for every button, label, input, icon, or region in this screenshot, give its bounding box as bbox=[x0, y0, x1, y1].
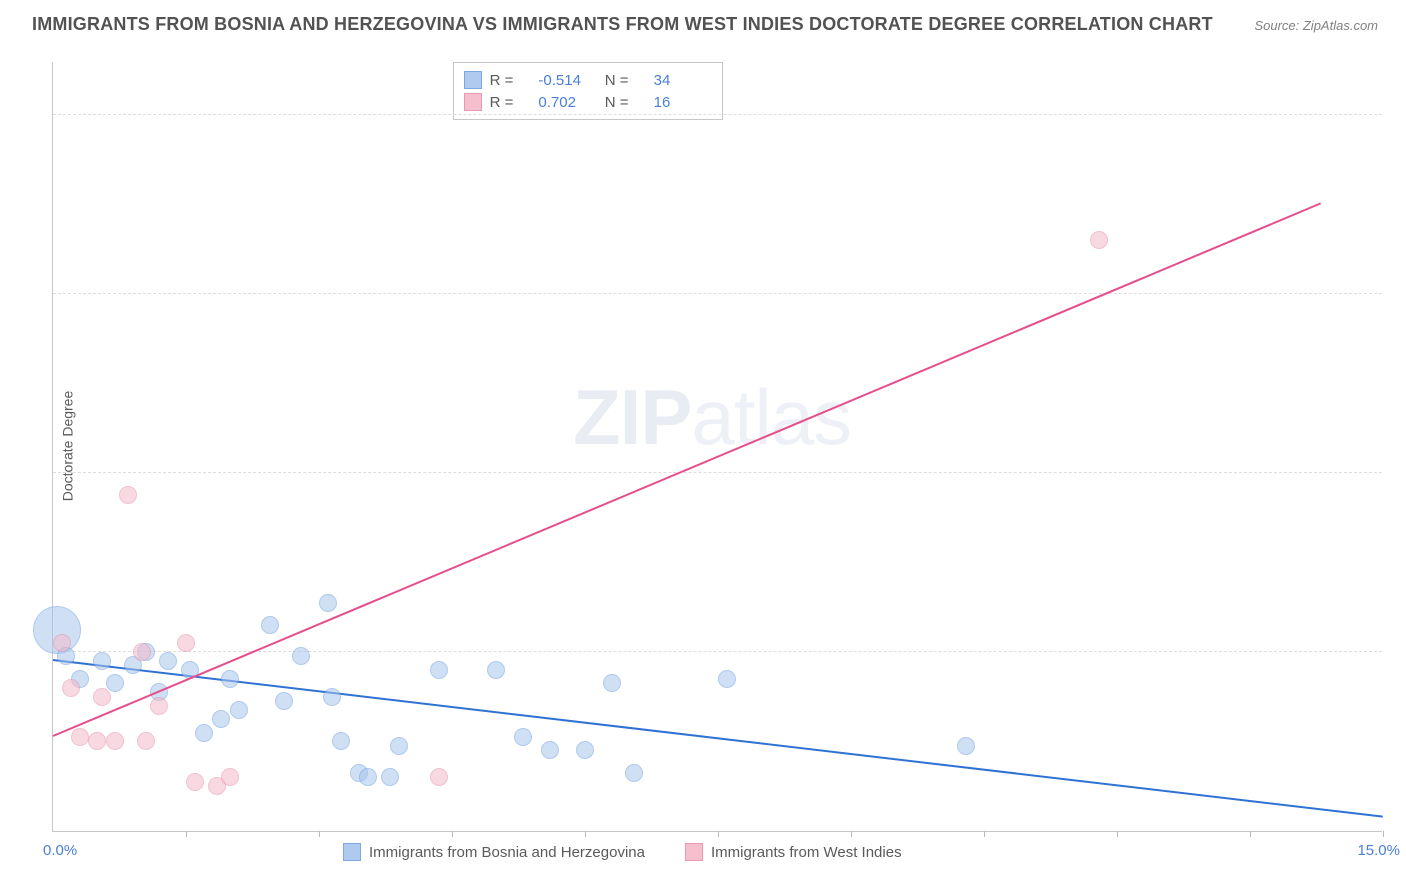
data-point bbox=[541, 741, 559, 759]
legend-item-series2: Immigrants from West Indies bbox=[685, 843, 902, 861]
data-point bbox=[261, 616, 279, 634]
x-tick-mark bbox=[984, 831, 985, 837]
data-point bbox=[576, 741, 594, 759]
n-value-series2: 16 bbox=[654, 94, 712, 111]
r-value-series2: 0.702 bbox=[538, 94, 596, 111]
x-tick-mark bbox=[585, 831, 586, 837]
data-point bbox=[718, 670, 736, 688]
swatch-series2 bbox=[464, 93, 482, 111]
r-label: R = bbox=[490, 94, 531, 111]
data-point bbox=[137, 732, 155, 750]
x-tick-mark bbox=[718, 831, 719, 837]
bottom-legend: Immigrants from Bosnia and Herzegovina I… bbox=[343, 843, 902, 861]
data-point bbox=[319, 594, 337, 612]
data-point bbox=[62, 679, 80, 697]
gridline-h bbox=[53, 293, 1382, 294]
data-point bbox=[88, 732, 106, 750]
x-axis-end-label: 15.0% bbox=[1357, 842, 1400, 859]
data-point bbox=[186, 773, 204, 791]
data-point bbox=[106, 732, 124, 750]
data-point bbox=[230, 701, 248, 719]
data-point bbox=[359, 768, 377, 786]
data-point bbox=[275, 692, 293, 710]
data-point bbox=[390, 737, 408, 755]
gridline-h bbox=[53, 114, 1382, 115]
legend-swatch-series2 bbox=[685, 843, 703, 861]
data-point bbox=[133, 643, 151, 661]
data-point bbox=[93, 688, 111, 706]
corr-row-series2: R = 0.702 N = 16 bbox=[464, 91, 712, 113]
n-label: N = bbox=[605, 94, 646, 111]
x-tick-mark bbox=[319, 831, 320, 837]
data-point bbox=[292, 647, 310, 665]
data-point bbox=[93, 652, 111, 670]
data-point bbox=[625, 764, 643, 782]
legend-item-series1: Immigrants from Bosnia and Herzegovina bbox=[343, 843, 645, 861]
data-point bbox=[430, 768, 448, 786]
r-value-series1: -0.514 bbox=[538, 72, 596, 89]
data-point bbox=[177, 634, 195, 652]
chart-title: IMMIGRANTS FROM BOSNIA AND HERZEGOVINA V… bbox=[32, 14, 1213, 35]
x-tick-mark bbox=[1383, 831, 1384, 837]
data-point bbox=[1090, 231, 1108, 249]
x-tick-mark bbox=[186, 831, 187, 837]
data-point bbox=[332, 732, 350, 750]
data-point bbox=[221, 768, 239, 786]
data-point bbox=[221, 670, 239, 688]
data-point bbox=[514, 728, 532, 746]
data-point bbox=[323, 688, 341, 706]
x-tick-mark bbox=[851, 831, 852, 837]
source-attribution: Source: ZipAtlas.com bbox=[1254, 18, 1378, 33]
data-point bbox=[150, 697, 168, 715]
data-point bbox=[53, 634, 71, 652]
watermark-atlas: atlas bbox=[691, 373, 851, 461]
swatch-series1 bbox=[464, 71, 482, 89]
corr-row-series1: R = -0.514 N = 34 bbox=[464, 69, 712, 91]
n-label: N = bbox=[605, 72, 646, 89]
watermark-zip: ZIP bbox=[573, 373, 691, 461]
data-point bbox=[212, 710, 230, 728]
data-point bbox=[381, 768, 399, 786]
x-tick-mark bbox=[452, 831, 453, 837]
trend-line bbox=[53, 202, 1322, 737]
data-point bbox=[119, 486, 137, 504]
data-point bbox=[487, 661, 505, 679]
data-point bbox=[106, 674, 124, 692]
n-value-series1: 34 bbox=[654, 72, 712, 89]
legend-swatch-series1 bbox=[343, 843, 361, 861]
r-label: R = bbox=[490, 72, 531, 89]
x-axis-start-label: 0.0% bbox=[43, 842, 77, 859]
chart-plot-area: ZIPatlas R = -0.514 N = 34 R = 0.702 N =… bbox=[52, 62, 1382, 832]
legend-label-series1: Immigrants from Bosnia and Herzegovina bbox=[369, 844, 645, 861]
legend-label-series2: Immigrants from West Indies bbox=[711, 844, 902, 861]
x-tick-mark bbox=[1250, 831, 1251, 837]
data-point bbox=[159, 652, 177, 670]
data-point bbox=[957, 737, 975, 755]
data-point bbox=[430, 661, 448, 679]
correlation-stats-box: R = -0.514 N = 34 R = 0.702 N = 16 bbox=[453, 62, 723, 120]
x-tick-mark bbox=[1117, 831, 1118, 837]
gridline-h bbox=[53, 472, 1382, 473]
data-point bbox=[603, 674, 621, 692]
data-point bbox=[195, 724, 213, 742]
data-point bbox=[71, 728, 89, 746]
